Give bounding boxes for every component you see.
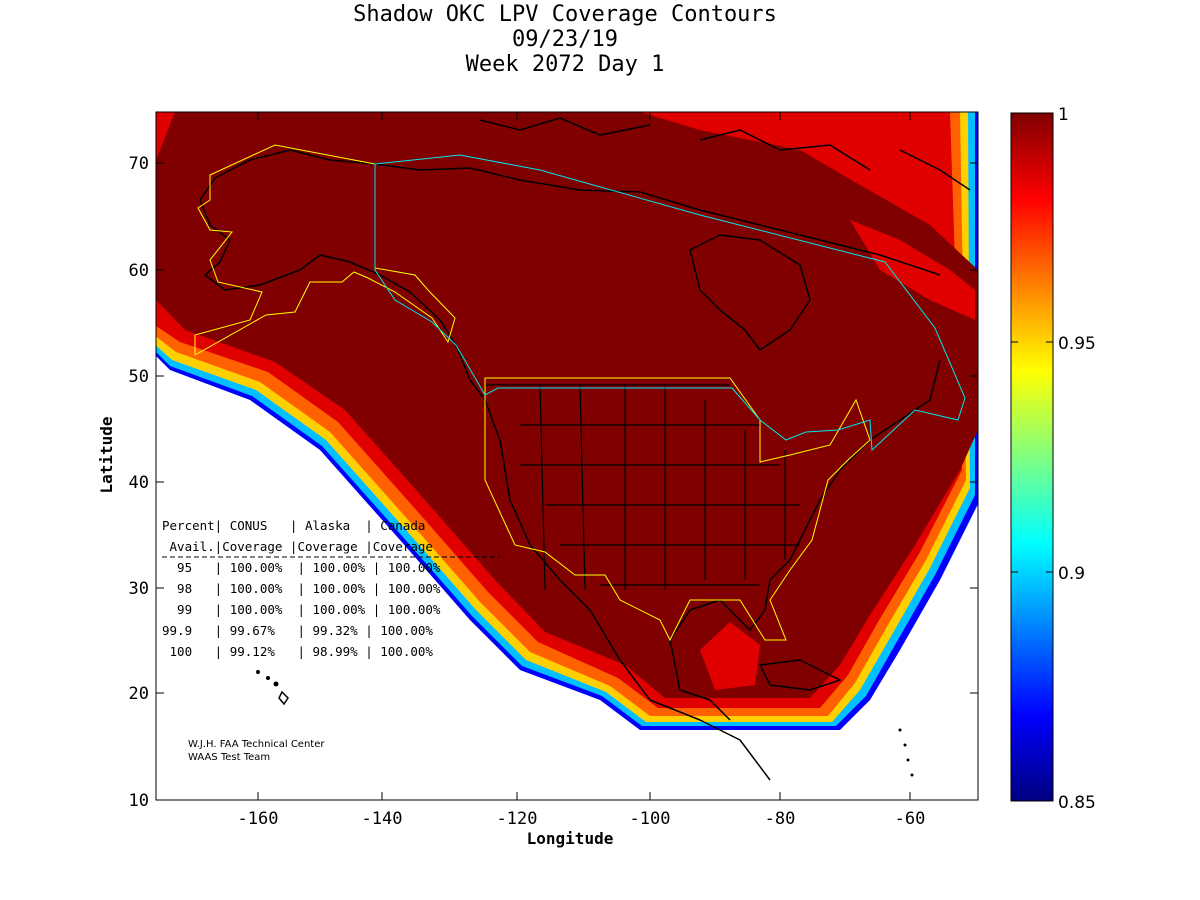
- colorbar: 1 0.95 0.9 0.85: [1010, 105, 1096, 813]
- hawaii-big-island: [278, 690, 289, 706]
- x-axis: -160 -140 -120 -100 -80 -60 Longitude: [238, 112, 926, 848]
- availability-table: Percent| CONUS | Alaska | Canada Avail.|…: [162, 518, 500, 659]
- coastline-hudson-bay: [689, 234, 811, 351]
- hawaii-island: [256, 670, 260, 674]
- plot-frame: [155, 111, 979, 801]
- y-axis: 10 20 30 40 50 60 70 Latitude: [97, 154, 978, 811]
- coverage-band-red-island: [850, 220, 975, 320]
- colorbar-gradient: [1010, 112, 1054, 802]
- coverage-band-red-island: [700, 622, 760, 690]
- x-tick-label: -100: [630, 809, 671, 829]
- table-header-row1: Percent| CONUS | Alaska | Canada: [162, 518, 425, 533]
- y-tick-label: 60: [129, 261, 149, 281]
- plot-area: [156, 112, 978, 800]
- table-row: 99 | 100.00% | 100.00% | 100.00%: [162, 602, 441, 617]
- y-tick-label: 70: [129, 154, 149, 174]
- hawaii-island: [273, 681, 279, 687]
- caribbean-island: [903, 743, 907, 747]
- colorbar-label: 1: [1058, 105, 1069, 125]
- table-row: 99.9 | 99.67% | 99.32% | 100.00%: [162, 623, 433, 638]
- chart-title: Shadow OKC LPV Coverage Contours: [353, 2, 777, 27]
- caribbean-island: [910, 773, 914, 777]
- table-row: 95 | 100.00% | 100.00% | 100.00%: [162, 560, 441, 575]
- y-tick-label: 50: [129, 367, 149, 387]
- us-state-borders: [485, 384, 800, 591]
- chart-date: 09/23/19: [512, 27, 618, 52]
- coastline-alaska: [199, 149, 457, 346]
- chart-week-day: Week 2072 Day 1: [466, 52, 665, 77]
- coastline-canada-north: [374, 163, 941, 276]
- x-axis-label: Longitude: [527, 829, 614, 848]
- canada-boundary: [374, 154, 966, 452]
- y-axis-label: Latitude: [97, 416, 116, 493]
- x-tick-label: -60: [895, 809, 926, 829]
- credit-line: W.J.H. FAA Technical Center: [188, 739, 325, 750]
- table-header-row2: Avail.|Coverage |Coverage |Coverage: [162, 539, 433, 554]
- y-tick-label: 20: [129, 684, 149, 704]
- colorbar-label: 0.95: [1058, 334, 1096, 354]
- y-tick-label: 30: [129, 579, 149, 599]
- hawaii-island: [266, 676, 270, 680]
- x-tick-label: -160: [238, 809, 279, 829]
- y-tick-label: 40: [129, 473, 149, 493]
- table-row: 98 | 100.00% | 100.00% | 100.00%: [162, 581, 441, 596]
- coastline-cuba: [759, 659, 841, 691]
- coastline-arctic-islands: [479, 117, 971, 191]
- x-tick-label: -140: [362, 809, 403, 829]
- coastline-atlantic: [669, 359, 941, 721]
- alaska-boundary: [194, 144, 456, 356]
- colorbar-label: 0.9: [1058, 564, 1085, 584]
- x-tick-label: -120: [497, 809, 538, 829]
- conus-boundary: [484, 377, 871, 642]
- caribbean-island: [898, 728, 902, 732]
- table-row: 100 | 99.12% | 98.99% | 100.00%: [162, 644, 433, 659]
- caribbean-island: [906, 758, 910, 762]
- x-tick-label: -80: [765, 809, 796, 829]
- colorbar-label: 0.85: [1058, 793, 1096, 813]
- coverage-band-darkred: [156, 112, 978, 698]
- y-tick-label: 10: [129, 791, 149, 811]
- credit-line: WAAS Test Team: [188, 752, 270, 763]
